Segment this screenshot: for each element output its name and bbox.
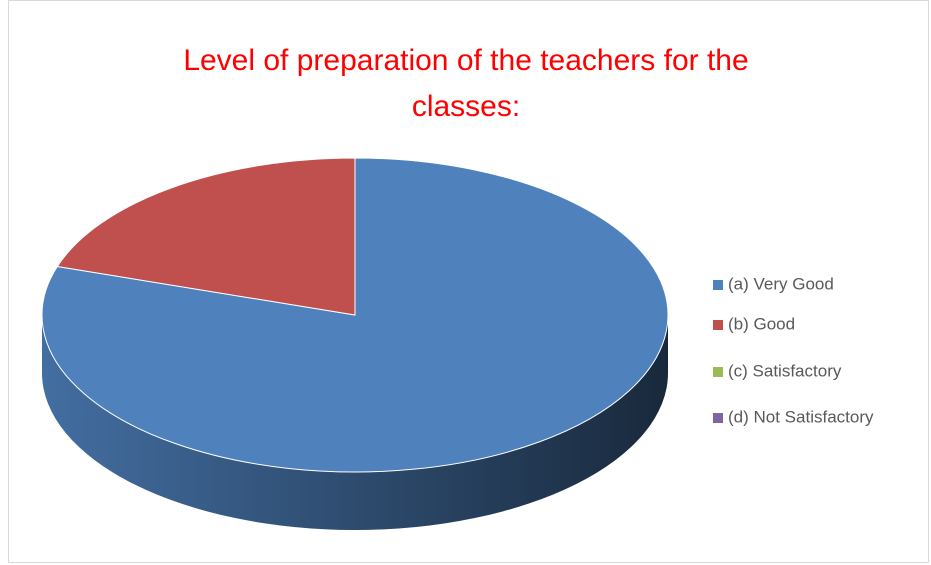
legend-label: (c) Satisfactory [728,361,842,380]
legend-swatch [713,280,723,290]
legend-label: (d) Not Satisfactory [728,407,874,426]
pie-slice [56,157,356,316]
legend-label: (a) Very Good [728,274,834,293]
legend-swatch [713,320,723,330]
chart-frame [8,0,929,563]
legend-swatch [713,413,723,423]
pie-slice-side [42,315,668,530]
legend-label: (b) Good [728,314,795,333]
chart-title: Level of preparation of the teachers for… [183,44,749,123]
legend-swatch [713,367,723,377]
